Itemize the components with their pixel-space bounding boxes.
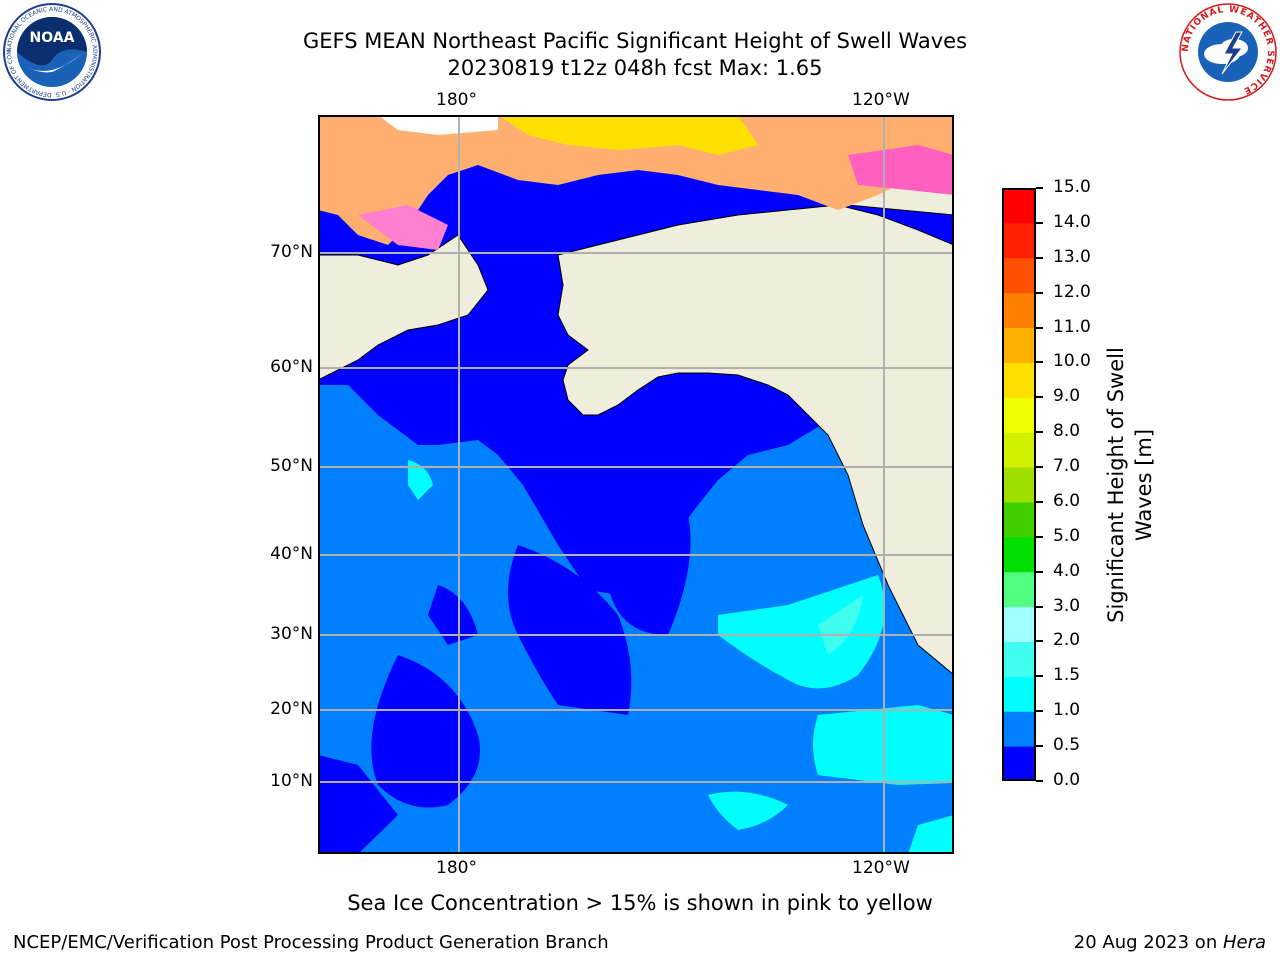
colorbar-tick-label: 1.5: [1053, 665, 1081, 686]
colorbar-swatch: [1002, 676, 1036, 712]
lat-label: 60°N: [270, 357, 313, 377]
footer-date: 20 Aug 2023 on: [1073, 932, 1223, 953]
colorbar-tick-label: 8.0: [1053, 421, 1081, 442]
colorbar-swatch: [1002, 397, 1036, 433]
colorbar-tick-mark: [1036, 326, 1043, 329]
swell-height-map: [318, 115, 954, 854]
colorbar-swatch: [1002, 641, 1036, 677]
swell-band-1-1.5: [718, 575, 885, 689]
lon-label-bottom: 120°W: [852, 858, 910, 878]
colorbar-tick-mark: [1036, 361, 1043, 364]
footer-host: Hera: [1222, 932, 1266, 953]
colorbar-tick-label: 15.0: [1053, 177, 1091, 197]
colorbar-tick-label: 11.0: [1053, 316, 1091, 337]
lat-label: 70°N: [270, 242, 313, 262]
colorbar-swatch: [1002, 188, 1036, 224]
sea-ice: [318, 115, 954, 245]
colorbar-swatch: [1002, 606, 1036, 642]
colorbar-tick-mark: [1036, 221, 1043, 224]
colorbar-tick-mark: [1036, 710, 1043, 713]
map-title: GEFS MEAN Northeast Pacific Significant …: [302, 29, 968, 53]
swell-band-1-1.5: [408, 460, 433, 500]
colorbar-tick-mark: [1036, 500, 1043, 503]
lat-label: 50°N: [270, 456, 313, 476]
colorbar-tick-mark: [1036, 640, 1043, 643]
lat-label: 20°N: [270, 699, 313, 719]
colorbar-tick-mark: [1036, 535, 1043, 538]
footer-right: 20 Aug 2023 on Hera: [1074, 932, 1266, 953]
sea-ice: [848, 145, 954, 195]
colorbar-tick-label: 5.0: [1053, 525, 1081, 546]
sea-ice: [358, 205, 448, 250]
map-frame: [318, 115, 954, 854]
colorbar-tick-label: 10.0: [1053, 351, 1091, 372]
colorbar-tick-label: 14.0: [1053, 211, 1091, 232]
colorbar-swatch: [1002, 536, 1036, 573]
colorbar-tick-label: 1.0: [1053, 700, 1081, 721]
nws-logo: NATIONAL WEATHER SERVICE: [1179, 3, 1277, 101]
lon-label-top: 180°: [436, 90, 477, 110]
colorbar-tick-label: 13.0: [1053, 246, 1091, 267]
colorbar-tick-mark: [1036, 256, 1043, 259]
colorbar-tick-label: 3.0: [1053, 595, 1081, 616]
colorbar-swatch: [1002, 222, 1036, 259]
colorbar-swatch: [1002, 362, 1036, 398]
swell-band-0-0.5: [508, 545, 632, 715]
colorbar-tick-mark: [1036, 187, 1043, 189]
swell-band-1-1.5: [908, 815, 954, 854]
colorbar-tick-label: 0.5: [1053, 735, 1081, 756]
swell-band-0-0.5: [608, 492, 691, 635]
colorbar-swatch: [1002, 327, 1036, 363]
swell-band-0-0.5: [318, 755, 398, 854]
colorbar-swatch: [1002, 711, 1036, 747]
colorbar-tick-label: 7.0: [1053, 456, 1081, 477]
noaa-logo: NATIONAL OCEANIC AND ATMOSPHERIC ADMINIS…: [2, 2, 101, 101]
colorbar-tick-mark: [1036, 745, 1043, 748]
colorbar-swatch: [1002, 467, 1036, 503]
swell-band-1-1.5: [708, 791, 788, 830]
lat-label: 30°N: [270, 624, 313, 644]
footer-left: NCEP/EMC/Verification Post Processing Pr…: [13, 932, 609, 953]
lat-label: 10°N: [270, 771, 313, 791]
colorbar-swatch: [1002, 257, 1036, 294]
colorbar-tick-mark: [1036, 675, 1043, 678]
colorbar-tick-mark: [1036, 466, 1043, 469]
colorbar-swatch: [1002, 571, 1036, 608]
colorbar-tick-label: 9.0: [1053, 386, 1081, 407]
colorbar-swatch: [1002, 432, 1036, 468]
lon-label-top: 120°W: [852, 90, 910, 110]
swell-band-1.5-2: [818, 595, 863, 655]
colorbar-tick-label: 0.0: [1053, 770, 1081, 790]
colorbar-tick-label: 12.0: [1053, 281, 1091, 302]
land: [557, 204, 954, 676]
colorbar-tick-mark: [1036, 396, 1043, 399]
colorbar-tick-label: 2.0: [1053, 630, 1081, 651]
colorbar-swatch: [1002, 746, 1036, 781]
lat-label: 40°N: [270, 544, 313, 564]
colorbar-swatch: [1002, 292, 1036, 329]
land: [318, 234, 489, 381]
lon-label-bottom: 180°: [436, 858, 477, 878]
colorbar-swatch: [1002, 501, 1036, 538]
colorbar-label: Significant Height of Swell Waves [m]: [1104, 347, 1156, 623]
sea-ice: [378, 115, 498, 135]
colorbar-tick-mark: [1036, 291, 1043, 294]
map-subtitle: 20230819 t12z 048h fcst Max: 1.65: [447, 56, 823, 80]
colorbar-tick-mark: [1036, 570, 1043, 573]
svg-text:NOAA: NOAA: [30, 30, 75, 46]
colorbar-tick-label: 4.0: [1053, 560, 1081, 581]
colorbar-tick-mark: [1036, 431, 1043, 434]
map-graticule: [318, 115, 954, 854]
colorbar-tick-label: 6.0: [1053, 490, 1081, 511]
colorbar: [1002, 188, 1036, 781]
sea-ice: [498, 115, 758, 155]
swell-band-0-0.5: [428, 585, 478, 645]
swell-band-0-0.5: [371, 655, 480, 808]
colorbar-tick-mark: [1036, 780, 1043, 782]
colorbar-tick-mark: [1036, 605, 1043, 608]
sea-ice-caption: Sea Ice Concentration > 15% is shown in …: [347, 891, 933, 915]
